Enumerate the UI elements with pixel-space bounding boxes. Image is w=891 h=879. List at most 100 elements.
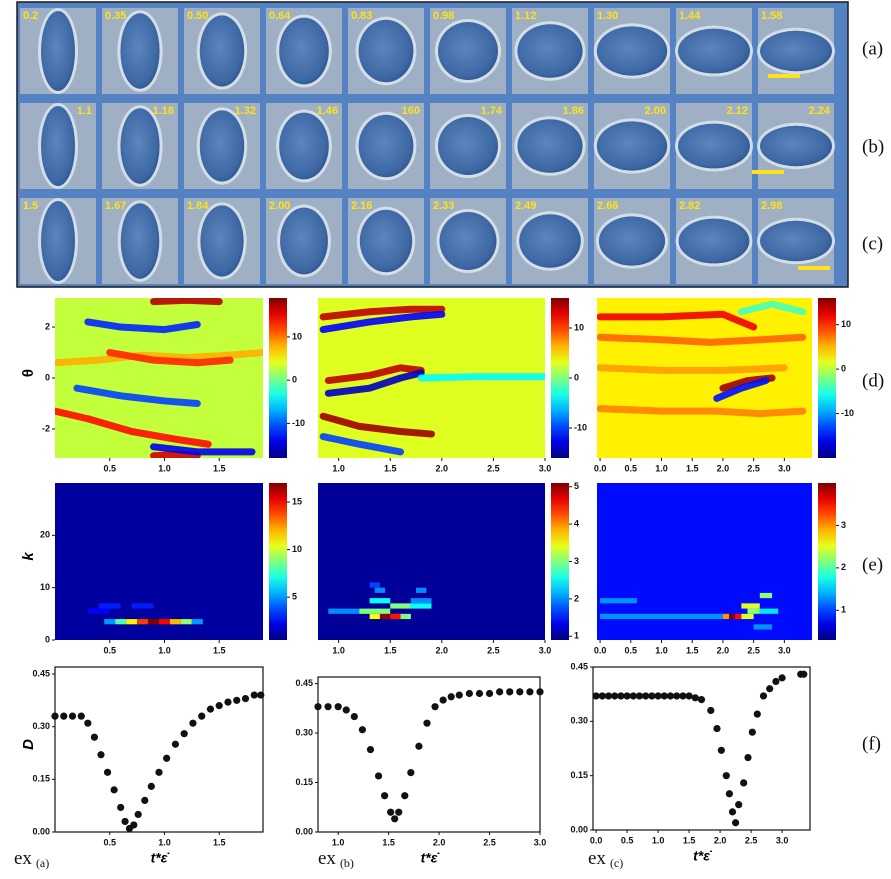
y-tick-label: 0.45 xyxy=(570,661,588,671)
data-point xyxy=(642,692,649,699)
data-point xyxy=(84,720,91,727)
image-label: 160 xyxy=(402,105,420,117)
heatmap xyxy=(597,298,812,458)
cell-body xyxy=(359,20,414,82)
data-point xyxy=(605,692,612,699)
image-label: 2.49 xyxy=(515,200,536,212)
y-tick-label: 0.00 xyxy=(32,826,50,836)
data-point xyxy=(667,692,674,699)
x-tick-label: 1.0 xyxy=(332,645,345,655)
data-point xyxy=(407,769,414,776)
image-label: 1.74 xyxy=(481,105,503,117)
row-label: (e) xyxy=(862,554,883,575)
image-label: 2.66 xyxy=(597,200,618,212)
colorbar xyxy=(269,298,287,458)
data-point xyxy=(617,692,624,699)
image-label: 2.12 xyxy=(727,105,748,117)
colorbar xyxy=(269,483,287,640)
heatmap xyxy=(55,483,263,640)
heatmap xyxy=(597,483,812,640)
data-point xyxy=(486,690,493,697)
y-axis-label: θ xyxy=(20,369,37,377)
colorbar-tick-label: 2 xyxy=(574,593,579,603)
colorbar-tick-label: 1 xyxy=(841,605,846,615)
data-point xyxy=(779,674,786,681)
cell-body xyxy=(41,201,75,281)
heatmap-cell xyxy=(390,614,400,619)
colorbar-tick-label: 5 xyxy=(574,481,579,491)
cell-body xyxy=(360,210,412,272)
data-point xyxy=(624,692,631,699)
cell-body xyxy=(597,26,667,75)
colorbar-tick-label: 1 xyxy=(574,631,579,641)
data-point xyxy=(431,703,438,710)
cell-body xyxy=(599,216,665,265)
image-label: 1.84 xyxy=(187,200,209,212)
y-tick-label: 2 xyxy=(45,321,50,331)
data-point xyxy=(707,707,714,714)
data-point xyxy=(224,699,231,706)
heatmap xyxy=(318,483,545,640)
y-tick-label: 0.15 xyxy=(570,770,588,780)
data-point xyxy=(97,751,104,758)
x-tick-label: 1.5 xyxy=(683,835,696,845)
image-label: 1.12 xyxy=(515,10,536,22)
image-label: 0.98 xyxy=(433,10,454,22)
data-point xyxy=(423,720,430,727)
colorbar-tick-label: 3 xyxy=(841,520,846,530)
cell-body xyxy=(200,205,243,276)
y-tick-label: 0 xyxy=(45,634,50,644)
data-point xyxy=(713,725,720,732)
scale-bar xyxy=(798,266,830,270)
streak xyxy=(154,300,220,301)
data-point xyxy=(536,688,543,695)
y-tick-label: 0.30 xyxy=(295,727,313,737)
row-label: (f) xyxy=(862,733,881,754)
x-tick-label: 0.5 xyxy=(103,463,116,473)
x-tick-label: 2.0 xyxy=(717,463,730,473)
data-point xyxy=(343,706,350,713)
data-point xyxy=(121,818,128,825)
x-tick-label: 2.0 xyxy=(436,463,449,473)
cell-body xyxy=(120,108,159,184)
heatmap-cell xyxy=(600,598,637,603)
data-point xyxy=(673,692,680,699)
example-text: ex xyxy=(14,848,32,869)
cell-body xyxy=(200,110,244,181)
y-tick-label: 0.15 xyxy=(32,774,50,784)
data-point xyxy=(593,692,600,699)
data-point xyxy=(117,804,124,811)
data-point xyxy=(698,696,705,703)
cell-body xyxy=(438,22,498,80)
data-point xyxy=(630,692,637,699)
x-tick-label: 1.0 xyxy=(655,463,668,473)
data-point xyxy=(375,772,382,779)
x-tick-label: 1.5 xyxy=(686,463,699,473)
heatmap-background xyxy=(55,483,263,640)
colorbar xyxy=(551,483,569,640)
x-tick-label: 2.0 xyxy=(436,645,449,655)
heatmap-cell xyxy=(192,619,203,624)
x-tick-label: 1.0 xyxy=(652,835,665,845)
cell-body xyxy=(678,124,750,169)
cell-body xyxy=(279,113,329,180)
heatmap-cell xyxy=(600,614,723,619)
heatmap-cell xyxy=(170,619,181,624)
data-point xyxy=(324,703,331,710)
heatmap-cell xyxy=(88,609,110,614)
data-point xyxy=(251,691,258,698)
image-label: 2.24 xyxy=(809,105,831,117)
colorbar-tick-label: 2 xyxy=(841,562,846,572)
heatmap-background xyxy=(318,483,545,640)
image-label: 0.35 xyxy=(105,10,126,22)
colorbar-tick-label: 0 xyxy=(574,372,579,382)
data-point xyxy=(754,710,761,717)
cell-body xyxy=(121,203,160,279)
cell-body xyxy=(760,221,832,261)
colorbar-tick-label: 10 xyxy=(292,331,302,341)
data-point xyxy=(216,702,223,709)
x-tick-label: 0.5 xyxy=(103,645,116,655)
heatmap-cell xyxy=(380,614,390,619)
heatmap-cell xyxy=(401,614,411,619)
data-point xyxy=(648,692,655,699)
